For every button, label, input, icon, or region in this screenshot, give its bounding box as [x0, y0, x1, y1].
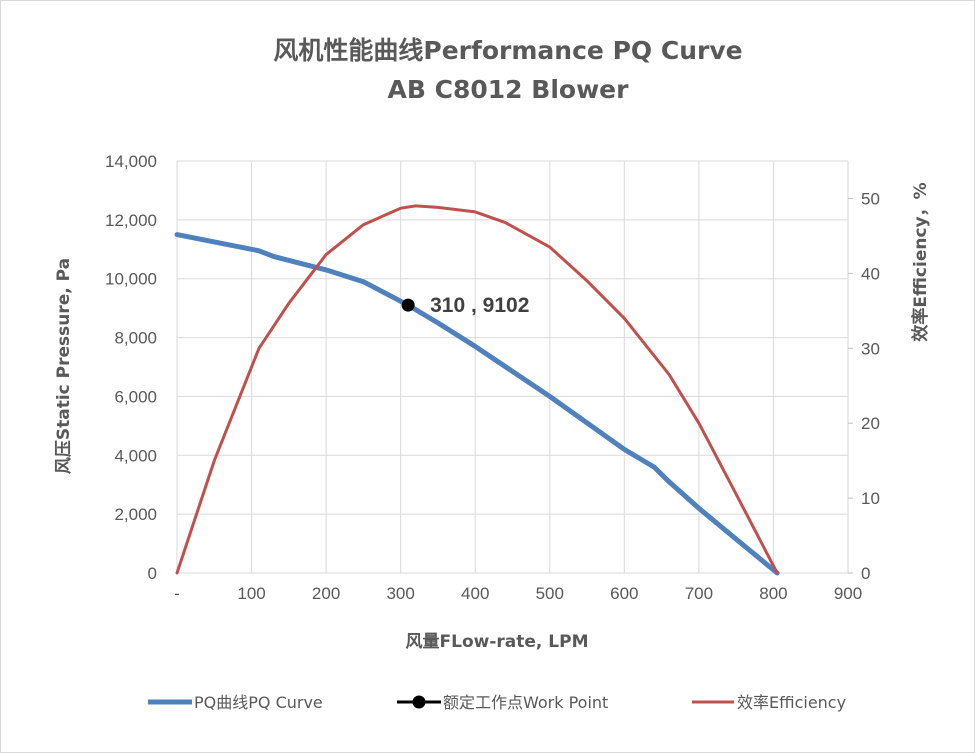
legend-item: 效率Efficiency	[692, 693, 846, 712]
y2-axis-title: 效率Efficiency，%	[910, 182, 931, 341]
legend-item: 额定工作点Work Point	[397, 693, 608, 712]
x-axis-title: 风量FLow-rate, LPM	[406, 631, 589, 652]
y2-tick-label: 50	[861, 189, 880, 208]
grid-layer	[176, 160, 849, 574]
pq-curve-line	[174, 232, 780, 576]
x-tick-label: 400	[461, 584, 489, 603]
x-tick-label: 700	[685, 584, 713, 603]
y2-tick-label: 0	[861, 564, 870, 583]
y-tick-label: 8,000	[114, 329, 157, 348]
x-tick-label: 600	[610, 584, 638, 603]
y2-axis-ticks: 0 10 20 30 40 50	[848, 189, 880, 583]
legend: PQ曲线PQ Curve 额定工作点Work Point 效率Efficiency	[148, 693, 846, 712]
y2-tick-label: 20	[861, 414, 880, 433]
legend-marker	[412, 695, 426, 709]
y2-tick-label: 10	[861, 489, 880, 508]
y-axis-title: 风压Static Pressure, Pa	[54, 258, 74, 474]
chart-title: 风机性能曲线Performance PQ Curve	[273, 36, 742, 65]
series-layer: 310 , 9102	[174, 204, 780, 576]
x-tick-label: 900	[834, 584, 862, 603]
efficiency-line	[175, 204, 779, 575]
y-tick-label: 6,000	[114, 387, 157, 406]
x-tick-label: -	[174, 584, 180, 603]
x-tick-label: 800	[759, 584, 787, 603]
legend-label: PQ曲线PQ Curve	[194, 693, 323, 712]
legend-label: 额定工作点Work Point	[443, 693, 608, 712]
y2-tick-label: 40	[861, 264, 880, 283]
legend-label: 效率Efficiency	[737, 693, 846, 712]
y-tick-label: 0	[148, 564, 157, 583]
x-axis-ticks: - 100 200 300 400 500 600 700 800 900	[174, 584, 862, 603]
legend-item: PQ曲线PQ Curve	[148, 693, 323, 712]
y-tick-label: 14,000	[105, 152, 157, 171]
x-tick-label: 200	[312, 584, 340, 603]
y2-tick-label: 30	[861, 339, 880, 358]
y-tick-label: 2,000	[114, 505, 157, 524]
y-tick-label: 12,000	[105, 211, 157, 230]
x-tick-label: 100	[237, 584, 265, 603]
work-point-label: 310 , 9102	[430, 294, 529, 317]
y-axis-ticks: 0 2,000 4,000 6,000 8,000 10,000 12,000 14,000	[105, 152, 157, 583]
chart-subtitle: AB C8012 Blower	[388, 75, 630, 104]
y-tick-label: 4,000	[114, 446, 157, 465]
y-tick-label: 10,000	[105, 270, 157, 289]
work-point-marker	[401, 298, 415, 312]
x-tick-label: 500	[536, 584, 564, 603]
x-tick-label: 300	[386, 584, 414, 603]
